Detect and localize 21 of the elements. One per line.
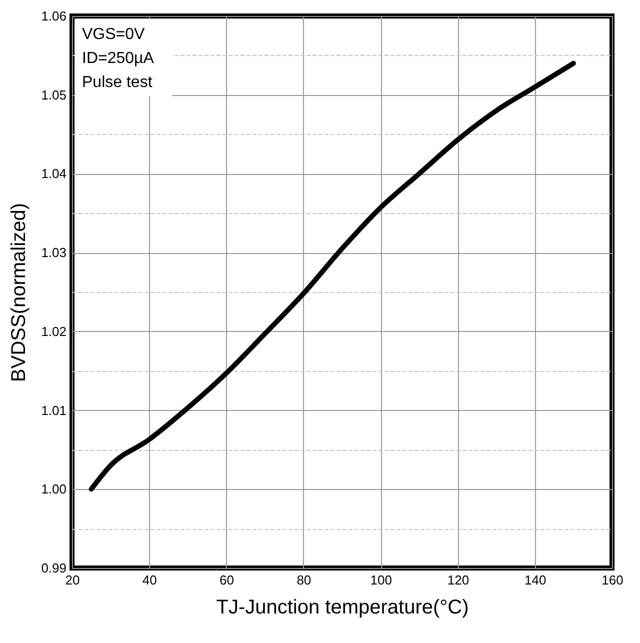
y-tick-label: 1.01 <box>41 402 66 418</box>
x-tick-label: 80 <box>296 572 312 588</box>
y-tick-label: 1.00 <box>41 482 66 497</box>
y-tick-label: 1.06 <box>41 8 66 24</box>
x-tick-label: 120 <box>447 572 470 588</box>
x-tick-label: 140 <box>524 572 546 588</box>
y-axis-title: BVDSS(normalized) <box>8 203 30 382</box>
x-tick-label: 40 <box>142 572 157 588</box>
y-tick-label: 1.02 <box>41 324 66 339</box>
x-tick-label: 100 <box>370 572 392 588</box>
annotation: VGS=0V <box>82 26 146 43</box>
annotation: Pulse test <box>82 74 153 91</box>
x-tick-label: 160 <box>602 572 624 588</box>
y-tick-label: 0.99 <box>41 560 66 576</box>
annotation: ID=250µA <box>82 50 154 67</box>
x-axis-title: TJ-Junction temperature(°C) <box>216 596 469 618</box>
x-tick-label: 60 <box>220 572 234 588</box>
y-tick-label: 1.04 <box>41 166 66 182</box>
y-tick-label: 1.05 <box>41 87 66 102</box>
x-tick-label: 20 <box>65 572 80 588</box>
y-tick-label: 1.03 <box>41 245 66 260</box>
